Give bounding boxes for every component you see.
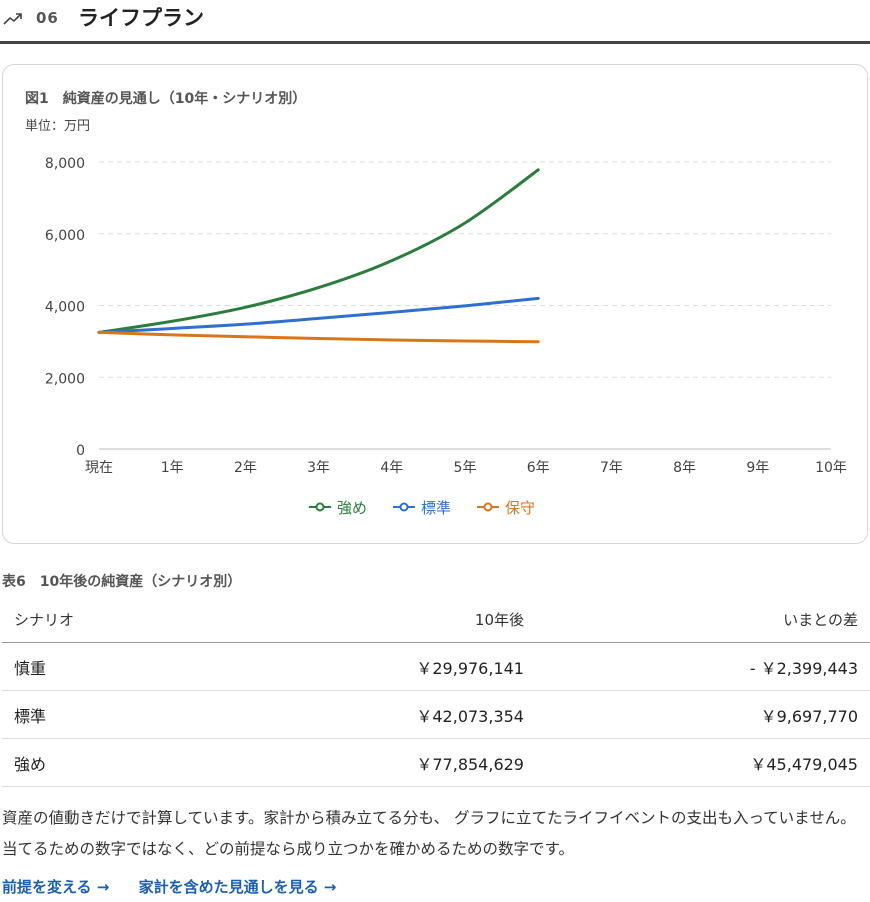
table-row: 標準 ￥42,073,354 ￥9,697,770: [2, 690, 870, 739]
y-tick-label: 8,000: [45, 156, 85, 172]
legend-marker-dot: [399, 502, 409, 512]
chart-card: 図1 純資産の見通し（10年・シナリオ別） 単位：万円 8,000 6,000 4,…: [2, 64, 868, 544]
x-tick-label: 2年: [234, 460, 257, 476]
x-tick-label: 10年: [815, 460, 847, 476]
y-tick-label: 0: [76, 443, 85, 459]
x-tick-label: 4年: [380, 460, 403, 476]
y-tick-label: 2,000: [45, 371, 85, 387]
x-tick-label: 現在: [85, 460, 113, 476]
footer-links: 前提を変える → 家計を含めた見通しを見る →: [2, 876, 360, 897]
x-tick-label: 9年: [746, 460, 769, 476]
section-header: 06 ライフプラン: [0, 0, 870, 44]
column-header-10y: 10年後: [252, 596, 536, 643]
y-tick-label: 4,000: [45, 300, 85, 316]
value-diff: ￥45,479,045: [536, 738, 870, 787]
x-tick-label: 5年: [454, 460, 477, 476]
table-row: 慎重 ￥29,976,141 - ￥2,399,443: [2, 642, 870, 691]
change-assumptions-link[interactable]: 前提を変える →: [2, 878, 110, 896]
table-row: 強め ￥77,854,629 ￥45,479,045: [2, 738, 870, 787]
household-forecast-link[interactable]: 家計を含めた見通しを見る →: [138, 878, 337, 896]
section-title: ライフプラン: [78, 6, 204, 30]
legend-label: 標準: [421, 499, 451, 517]
net-worth-line-chart: 8,000 6,000 4,000 2,000 0現在 1年 2年 3年 4年 5年 6年 7年 8年 9…: [45, 156, 847, 517]
x-tick-label: 6年: [527, 460, 550, 476]
series-line-強め: [97, 168, 540, 334]
scenario-table: シナリオ 10年後 いまとの差 慎重 ￥29,976,141 - ￥2,399,…: [2, 596, 870, 787]
table-caption: 表6 10年後の純資産（シナリオ別）: [2, 574, 242, 590]
series-line-標準: [97, 296, 540, 334]
calculation-note: 資産の値動きだけで計算しています。家計から積み立てる分も、 グラフに立てたライフ…: [2, 809, 856, 858]
legend-label: 保守: [505, 499, 535, 517]
value-diff: - ￥2,399,443: [536, 642, 870, 691]
x-tick-label: 7年: [600, 460, 623, 476]
column-header-diff: いまとの差: [536, 596, 870, 643]
x-tick-label: 3年: [307, 460, 330, 476]
value-diff: ￥9,697,770: [536, 690, 870, 739]
legend-label: 強め: [337, 499, 367, 517]
table-header-row: シナリオ 10年後 いまとの差: [2, 596, 870, 643]
value-10y: ￥42,073,354: [252, 690, 536, 739]
series-line-保守: [97, 330, 540, 344]
scenario-name: 強め: [2, 738, 252, 787]
trending-up-icon: [3, 13, 22, 25]
x-tick-label: 1年: [161, 460, 184, 476]
value-10y: ￥77,854,629: [252, 738, 536, 787]
section-number: 06: [36, 9, 59, 27]
value-10y: ￥29,976,141: [252, 642, 536, 691]
figure-title: 図1 純資産の見通し（10年・シナリオ別）: [25, 91, 307, 107]
column-header-scenario: シナリオ: [2, 596, 252, 643]
legend-marker-dot: [483, 502, 493, 512]
scenario-name: 標準: [2, 690, 252, 739]
scenario-name: 慎重: [2, 642, 252, 691]
legend-marker-dot: [315, 502, 325, 512]
x-tick-label: 8年: [673, 460, 696, 476]
figure-unit: 単位：万円: [25, 119, 91, 134]
y-tick-label: 6,000: [45, 228, 85, 244]
